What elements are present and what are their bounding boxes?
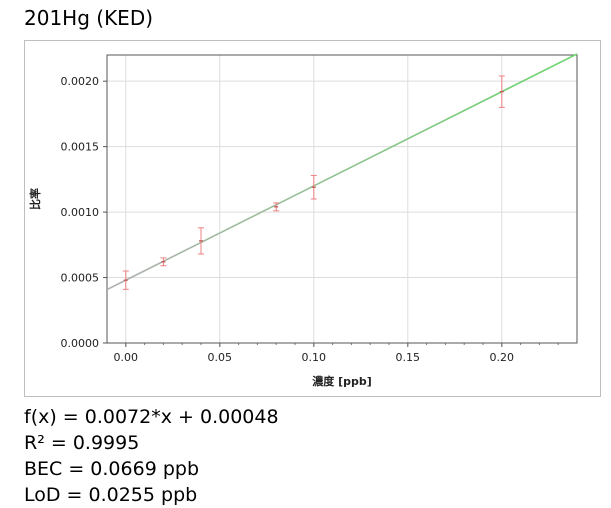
y-tick-label: 0.0000 bbox=[61, 337, 100, 350]
calibration-chart: 0.00 0.05 0.10 0.15 0.20 0.0000 0.0005 0.0010 0.… bbox=[28, 53, 578, 388]
lod-value: LoD = 0.0255 ppb bbox=[24, 484, 198, 506]
y-tick-label: 0.0015 bbox=[61, 141, 100, 154]
x-tick-label: 0.20 bbox=[490, 351, 515, 364]
x-axis-label: 濃度 [ppb] bbox=[312, 374, 372, 388]
x-tick-label: 0.05 bbox=[208, 351, 233, 364]
chart-title: 201Hg (KED) bbox=[24, 6, 154, 30]
y-tick-label: 0.0005 bbox=[61, 272, 100, 285]
y-tick-label: 0.0020 bbox=[61, 75, 100, 88]
calibration-stats: f(x) = 0.0072*x + 0.00048 R² = 0.9995 BE… bbox=[24, 404, 279, 508]
plot-area bbox=[106, 54, 578, 344]
fit-line bbox=[106, 53, 578, 291]
bec-value: BEC = 0.0669 ppb bbox=[24, 458, 200, 480]
y-tick-label: 0.0010 bbox=[61, 206, 100, 219]
x-tick-label: 0.10 bbox=[302, 351, 327, 364]
chart-frame: 0.00 0.05 0.10 0.15 0.20 0.0000 0.0005 0.0010 0.… bbox=[24, 40, 601, 397]
r-squared: R² = 0.9995 bbox=[24, 432, 140, 454]
fit-equation: f(x) = 0.0072*x + 0.00048 bbox=[24, 406, 279, 428]
plot-border bbox=[106, 54, 578, 344]
x-tick-label: 0.00 bbox=[114, 351, 139, 364]
x-tick-label: 0.15 bbox=[396, 351, 421, 364]
y-axis-label: 比率 bbox=[28, 188, 42, 210]
